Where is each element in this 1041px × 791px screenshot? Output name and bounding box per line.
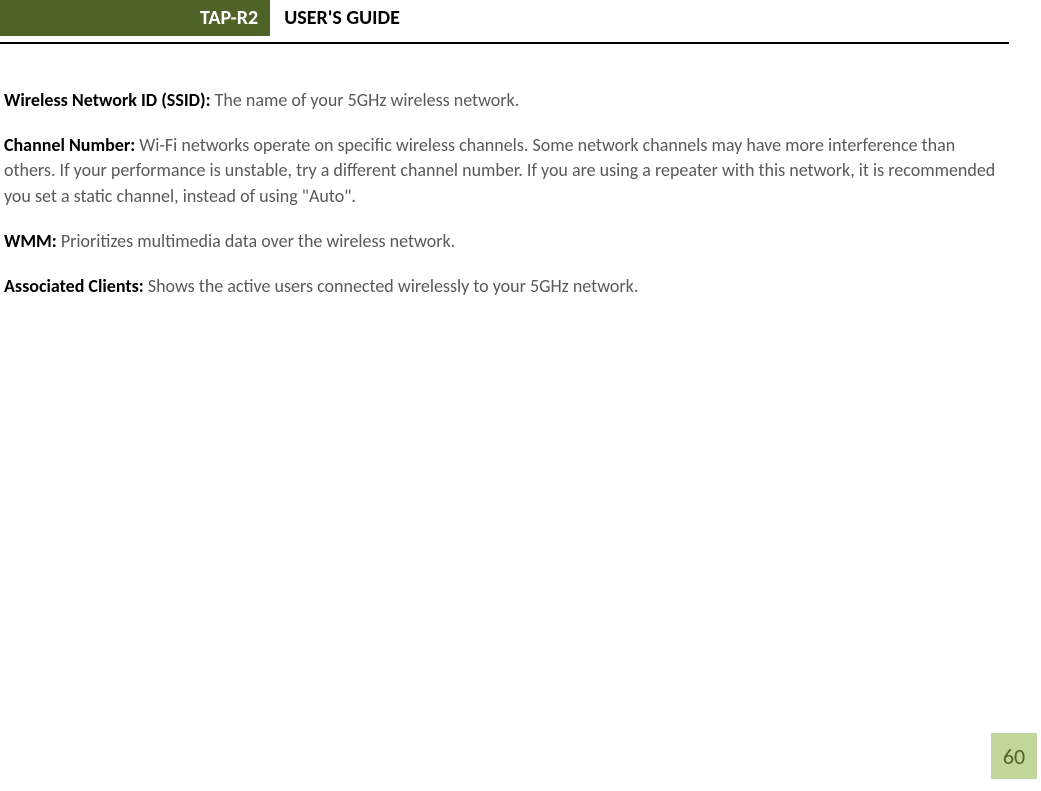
content-area: Wireless Network ID (SSID): The name of … (0, 44, 1041, 299)
text-channel: Wi-Fi networks operate on specific wirel… (4, 134, 995, 206)
term-channel: Channel Number: (4, 134, 135, 156)
product-tag: TAP-R2 (0, 0, 270, 36)
guide-title-box: USER'S GUIDE (270, 0, 414, 36)
term-wmm: WMM: (4, 230, 57, 252)
term-clients: Associated Clients: (4, 275, 144, 297)
page-number: 60 (1003, 743, 1025, 770)
term-ssid: Wireless Network ID (SSID): (4, 89, 211, 111)
text-clients: Shows the active users connected wireles… (144, 275, 639, 297)
text-ssid: The name of your 5GHz wireless network. (211, 89, 520, 111)
paragraph-ssid: Wireless Network ID (SSID): The name of … (4, 88, 1005, 113)
paragraph-wmm: WMM: Prioritizes multimedia data over th… (4, 229, 1005, 254)
text-wmm: Prioritizes multimedia data over the wir… (57, 230, 455, 252)
page-header: TAP-R2 USER'S GUIDE (0, 0, 1041, 36)
page-number-box: 60 (991, 733, 1037, 779)
paragraph-clients: Associated Clients: Shows the active use… (4, 274, 1005, 299)
product-label: TAP-R2 (200, 6, 258, 30)
paragraph-channel: Channel Number: Wi-Fi networks operate o… (4, 133, 1005, 209)
guide-title: USER'S GUIDE (284, 6, 400, 30)
